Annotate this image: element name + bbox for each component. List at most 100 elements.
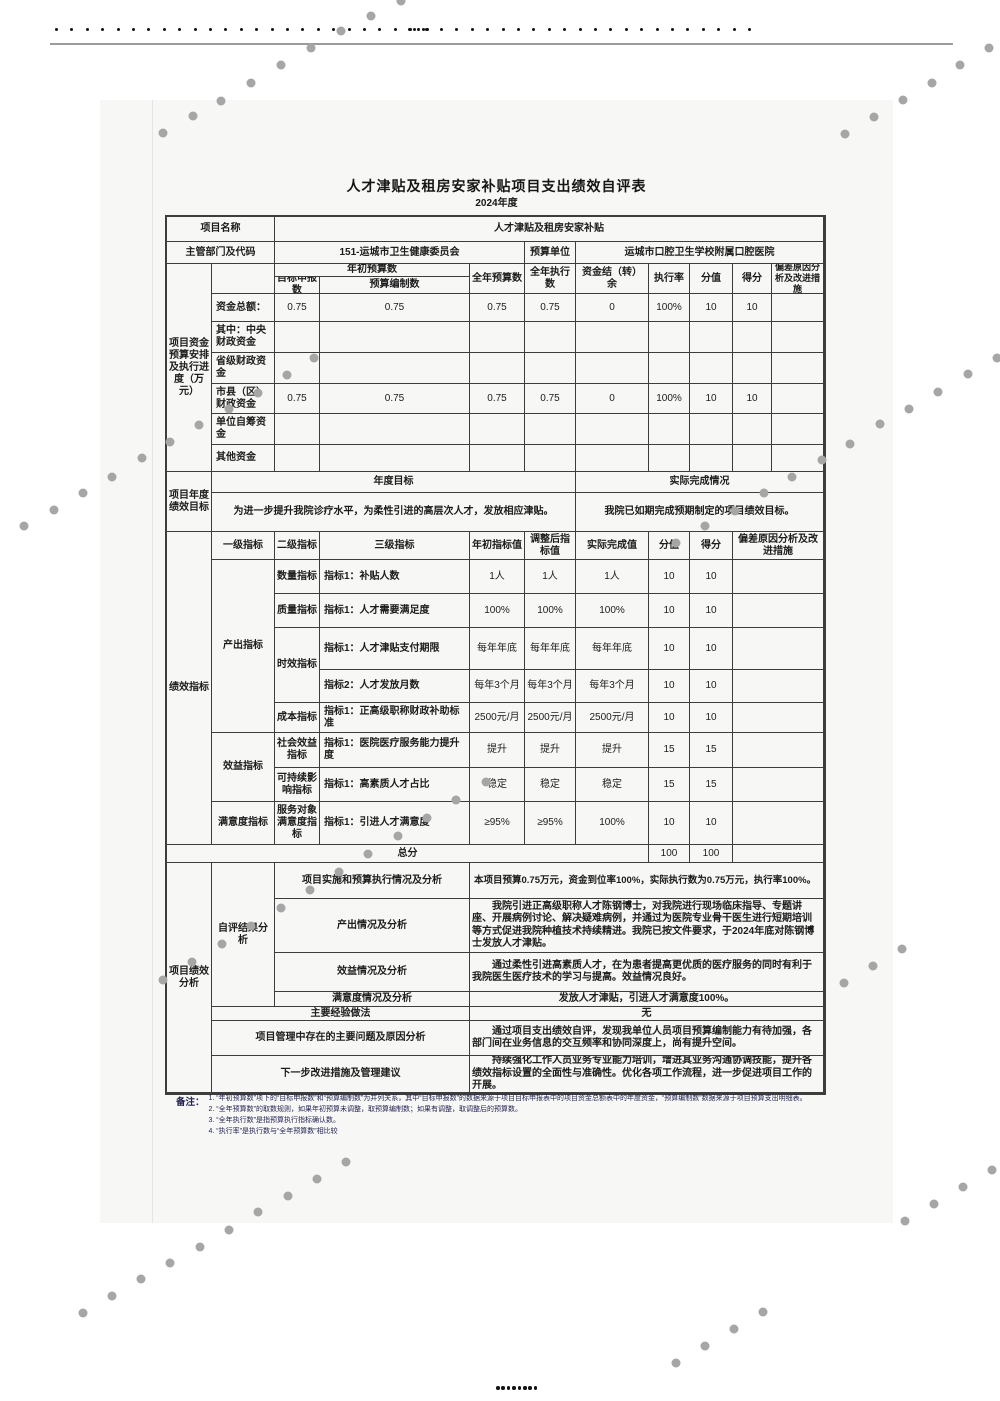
- analysis-row-content: 发放人才津贴，引进人才满意度100%。: [470, 992, 824, 1007]
- black-dot: [640, 28, 644, 31]
- header-deviation: 偏差原因分析及改进措施: [772, 264, 824, 294]
- black-dot: [517, 1386, 522, 1390]
- black-dot: [496, 1386, 500, 1390]
- black-dot: [732, 28, 736, 31]
- gray-dot: [136, 1274, 146, 1284]
- gray-dot: [224, 1225, 234, 1235]
- black-dot: [532, 28, 536, 31]
- black-dot: [717, 28, 721, 31]
- black-dot: [363, 28, 366, 31]
- black-dot: [378, 28, 382, 31]
- indicator-initial: 1人: [470, 560, 525, 594]
- black-dot: [162, 28, 166, 31]
- indicator-adjusted: 提升: [525, 733, 576, 768]
- indicator-header-l2: 二级指标: [275, 532, 320, 560]
- black-dot: [255, 28, 259, 31]
- black-dot: [501, 1386, 505, 1390]
- scanned-paper: [100, 100, 893, 1223]
- indicator-header-l1: 一级指标: [212, 532, 275, 560]
- gray-dot: [195, 1242, 205, 1252]
- funding-cell: [772, 353, 824, 384]
- level1-output: 产出指标: [212, 560, 275, 733]
- funding-cell: [772, 294, 824, 322]
- funding-cell: 0.75: [320, 384, 470, 414]
- indicator-adjusted: 每年年底: [525, 628, 576, 670]
- funding-cell: [275, 353, 320, 384]
- total-label: 总分: [167, 845, 649, 863]
- problems-content: 通过项目支出绩效自评，发现我单位人员项目预算编制能力有待加强，各部门间在业务信息…: [470, 1021, 824, 1056]
- funding-cell: [690, 353, 733, 384]
- header-execution-rate: 执行率: [649, 264, 690, 294]
- black-dot: [701, 28, 705, 31]
- gray-dot: [927, 78, 937, 88]
- analysis-text: 我院引进正高级职称人才陈钢博士，对我院进行现场临床指导、专题讲座、开展病例讨论、…: [472, 900, 815, 950]
- indicator-actual: 稳定: [576, 768, 649, 802]
- level2-cell: 服务对象满意度指标: [275, 802, 320, 845]
- header-budget-prepared: 预算编制数: [320, 277, 470, 294]
- funding-cell: [576, 322, 649, 353]
- footnotes-items: 1. “年初预算数”项下的“目标申报数”和“预算编制数”为并列关系，其中“目标申…: [209, 1094, 807, 1138]
- indicator-header-value: 分值: [649, 532, 690, 560]
- black-dot: [523, 1386, 527, 1390]
- indicator-initial: 2500元/月: [470, 703, 525, 733]
- funding-cell: [649, 353, 690, 384]
- header-score: 得分: [733, 264, 772, 294]
- funding-cell: [320, 414, 470, 445]
- total-value: 100: [649, 845, 690, 863]
- gray-dot: [107, 1291, 117, 1301]
- funding-row-label: 市县（区）财政资金: [212, 384, 275, 414]
- black-dot: [193, 28, 197, 31]
- funding-cell: [772, 384, 824, 414]
- black-dot: [506, 1386, 511, 1390]
- funding-cell: [525, 322, 576, 353]
- indicator-adjusted: ≥95%: [525, 802, 576, 845]
- analysis-row-content: 通过柔性引进高素质人才，在为患者提高更优质的医疗服务的同时有利于我院医生医疗技术…: [470, 953, 824, 992]
- level3-cell: 指标1：引进人才满意度: [320, 802, 470, 845]
- gray-dot: [19, 521, 29, 531]
- funding-cell: [470, 353, 525, 384]
- header-target-declared: 目标申报数: [275, 277, 320, 294]
- indicator-value: 10: [649, 703, 690, 733]
- black-dot: [547, 28, 551, 31]
- gray-dot: [276, 60, 286, 70]
- black-dot: [512, 1386, 516, 1390]
- indicator-value: 10: [649, 628, 690, 670]
- indicator-initial: 每年3个月: [470, 670, 525, 703]
- funding-cell: [320, 322, 470, 353]
- indicator-initial: 提升: [470, 733, 525, 768]
- gray-dot: [898, 95, 908, 105]
- project-name-value: 人才津贴及租房安家补贴: [275, 217, 824, 242]
- gray-dot: [984, 43, 994, 53]
- black-dot: [85, 28, 89, 31]
- black-dot: [178, 28, 182, 31]
- funding-cell: [525, 445, 576, 472]
- analysis-text: 通过柔性引进高素质人才，在为患者提高更优质的医疗服务的同时有利于我院医生医疗技术…: [472, 959, 812, 984]
- experience-content: 无: [470, 1007, 824, 1021]
- annual-goal-text: 为进一步提升我院诊疗水平，为柔性引进的高层次人才，发放相应津贴。: [212, 493, 576, 532]
- indicator-adjusted: 1人: [525, 560, 576, 594]
- indicator-score: 10: [690, 802, 733, 845]
- indicator-deviation: [733, 768, 824, 802]
- header-initial-budget: 年初预算数: [275, 264, 470, 277]
- level3-cell: 指标1：医院医疗服务能力提升度: [320, 733, 470, 768]
- black-dot: [563, 28, 567, 31]
- indicator-deviation: [733, 733, 824, 768]
- funding-cell: [470, 322, 525, 353]
- funding-cell: [733, 353, 772, 384]
- black-dot: [501, 28, 505, 31]
- indicator-actual: 提升: [576, 733, 649, 768]
- black-dot: [70, 28, 74, 31]
- black-dot: [578, 28, 582, 31]
- funding-cell: [733, 445, 772, 472]
- gray-dot: [336, 26, 346, 36]
- gray-dot: [897, 944, 907, 954]
- black-dot: [270, 28, 274, 31]
- document-subtitle: 2024年度: [475, 198, 518, 209]
- level3-cell: 指标1：正高级职称财政补助标准: [320, 703, 470, 733]
- improvement-content: 持续强化工作人员业务专业能力培训，增进其业务沟通协调技能，提升各绩效指标设置的全…: [470, 1056, 824, 1093]
- funding-section-label: 项目资金预算安排及执行进度（万元）: [167, 264, 212, 472]
- indicator-actual: 每年年底: [576, 628, 649, 670]
- black-dot: [412, 28, 416, 31]
- goals-section-label: 项目年度绩效目标: [167, 472, 212, 532]
- analysis-text: 本项目预算0.75万元，资金到位率100%，实际执行数为0.75万元，执行率10…: [474, 874, 817, 886]
